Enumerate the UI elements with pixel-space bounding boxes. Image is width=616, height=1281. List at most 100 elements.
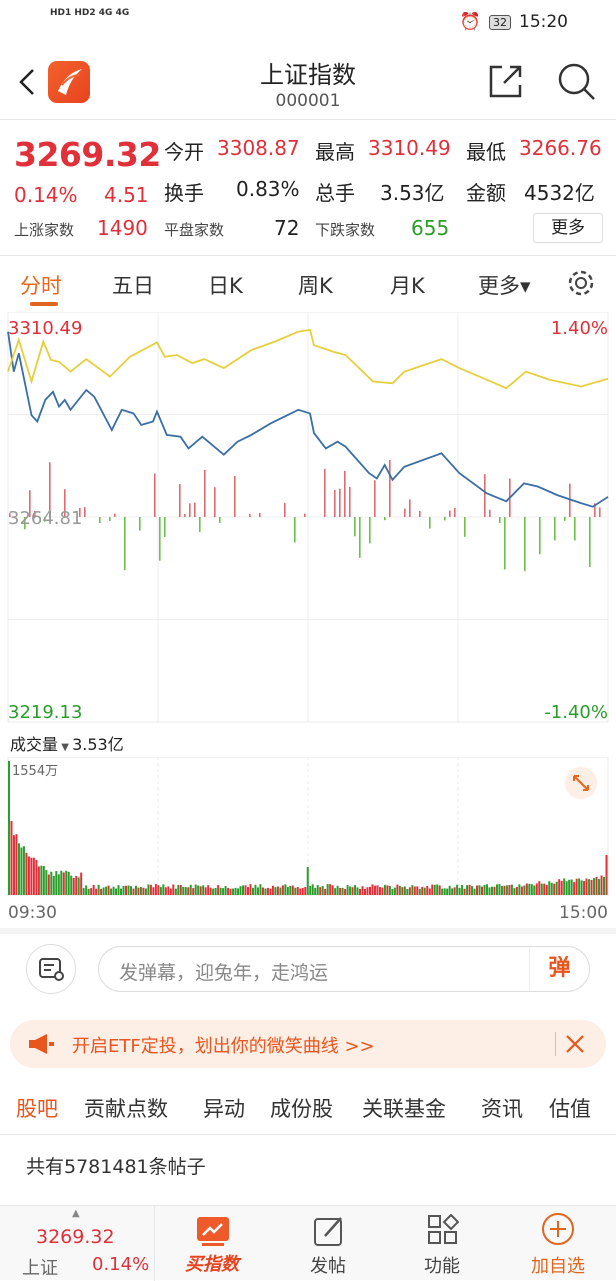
volume-bar-up xyxy=(179,885,182,895)
nav-label: 功能 xyxy=(424,1256,460,1277)
volume-bar-up xyxy=(386,885,389,895)
tab-weekly[interactable]: 周K xyxy=(298,274,333,298)
volume-bar-up xyxy=(545,884,548,895)
volume-bar-down xyxy=(184,887,187,895)
nav-functions[interactable]: 功能 xyxy=(402,1206,482,1281)
tab-constituents[interactable]: 成份股 xyxy=(270,1097,333,1121)
volume-bar-up xyxy=(266,887,269,895)
share-icon[interactable] xyxy=(488,63,524,99)
volume-bar-down xyxy=(97,884,100,895)
close-icon[interactable] xyxy=(564,1033,586,1055)
volume-bar-down xyxy=(488,887,491,895)
breadth-bar-down xyxy=(139,517,141,531)
volume-bar-up xyxy=(32,857,35,895)
tab-5day[interactable]: 五日 xyxy=(112,274,154,298)
breadth-bar-up xyxy=(29,490,31,517)
volume-bar-down xyxy=(568,879,571,895)
change-pct: 0.14% xyxy=(14,183,78,207)
up-count: 1490 xyxy=(97,216,148,240)
volume-bar-down xyxy=(433,884,436,895)
volume-bar-up xyxy=(408,887,411,895)
volume-bar-up xyxy=(583,880,586,895)
settings-icon[interactable] xyxy=(566,268,596,298)
breadth-bar-down xyxy=(429,517,431,529)
breadth-bar-up xyxy=(184,513,186,517)
change-value: 4.51 xyxy=(104,183,149,207)
breadth-bar-up xyxy=(349,486,351,517)
volume-bar-down xyxy=(316,885,319,895)
volume-bar-down xyxy=(528,883,531,895)
breadth-bar-up xyxy=(334,489,336,517)
volume-bar-up xyxy=(324,888,327,895)
breadth-bar-down xyxy=(504,517,506,570)
tab-forum[interactable]: 股吧 xyxy=(16,1097,58,1121)
intraday-chart[interactable]: 3310.49 3264.81 3219.13 1.40% -1.40% xyxy=(0,312,616,724)
low-label: 最低 xyxy=(466,140,506,164)
volume-bar-down xyxy=(159,887,162,895)
volume-bar-up xyxy=(192,888,195,895)
y-label-right-bottom: -1.40% xyxy=(544,702,608,723)
tab-related-funds[interactable]: 关联基金 xyxy=(362,1097,446,1121)
etf-banner[interactable]: 开启ETF定投，划出你的微笑曲线 >> xyxy=(10,1020,606,1068)
volume-bar-down xyxy=(593,878,596,895)
nav-buy-index[interactable]: 买指数 xyxy=(172,1206,252,1281)
volume-bar-up xyxy=(515,886,518,895)
nav-label: 加自选 xyxy=(531,1256,585,1277)
expand-icon xyxy=(573,775,589,791)
breadth-bar-down xyxy=(539,517,541,555)
volume-bar-up xyxy=(125,885,128,895)
breadth-bar-up xyxy=(34,510,36,517)
volume-bar-down xyxy=(57,874,60,895)
nav-label: 发帖 xyxy=(310,1256,346,1277)
volume-bar-up xyxy=(476,885,479,895)
tab-daily[interactable]: 日K xyxy=(208,274,243,298)
nav-post[interactable]: 发帖 xyxy=(288,1206,368,1281)
volume-bar-up xyxy=(62,872,65,895)
volume-bar-up xyxy=(299,888,302,895)
volume-bar-down xyxy=(112,886,115,895)
breadth-bar-up xyxy=(284,502,286,517)
volume-selector[interactable]: 成交量 ▼ 3.53亿 xyxy=(10,735,124,754)
volume-bar-down xyxy=(550,882,553,895)
danmaku-send-button[interactable]: 弹 xyxy=(529,947,589,991)
volume-bar-up xyxy=(229,888,232,895)
volume-bar-down xyxy=(17,843,20,895)
danmaku-settings-button[interactable] xyxy=(26,944,76,994)
volume-bar-down xyxy=(85,885,88,895)
tab-movement[interactable]: 异动 xyxy=(203,1097,245,1121)
volume-bar-up xyxy=(553,883,556,895)
tab-monthly[interactable]: 月K xyxy=(390,274,425,298)
tab-contribution[interactable]: 贡献点数 xyxy=(84,1097,168,1121)
volume-bar-down xyxy=(311,884,314,895)
tab-news[interactable]: 资讯 xyxy=(481,1097,523,1121)
volume-bar-down xyxy=(194,884,197,895)
more-button[interactable]: 更多 xyxy=(533,213,603,243)
tab-more[interactable]: 更多▾ xyxy=(478,274,531,298)
tab-valuation[interactable]: 估值 xyxy=(549,1097,591,1121)
tab-intraday[interactable]: 分时 xyxy=(20,274,62,298)
volume-bar-down xyxy=(222,888,225,895)
volume-value: 3.53亿 xyxy=(380,181,445,205)
y-label-top: 3310.49 xyxy=(8,318,82,339)
back-icon[interactable] xyxy=(16,67,38,97)
volume-bar-up xyxy=(438,885,441,895)
volume-bar-down xyxy=(177,885,180,895)
volume-bar-up xyxy=(538,881,541,895)
volume-bar-down xyxy=(77,877,80,895)
volume-bar-down xyxy=(383,884,386,895)
volume-bar-up xyxy=(187,887,190,895)
search-icon[interactable] xyxy=(556,61,598,103)
volume-bar-down xyxy=(436,884,439,895)
breadth-bar-up xyxy=(599,507,601,517)
danmaku-input[interactable]: 发弹幕，迎兔年，走鸿运 弹 xyxy=(98,946,590,992)
volume-bar-up xyxy=(172,884,175,895)
volume-bar-up xyxy=(600,875,603,895)
volume-bar-up xyxy=(371,884,374,895)
nav-add-watchlist[interactable]: 加自选 xyxy=(518,1206,598,1281)
volume-bar-down xyxy=(505,885,508,895)
last-price: 3269.32 xyxy=(14,135,161,174)
volume-bar-down xyxy=(115,888,118,895)
volume-bar-up xyxy=(503,885,506,895)
breadth-bar-down xyxy=(44,517,46,522)
y-label-mid: 3264.81 xyxy=(8,508,82,529)
